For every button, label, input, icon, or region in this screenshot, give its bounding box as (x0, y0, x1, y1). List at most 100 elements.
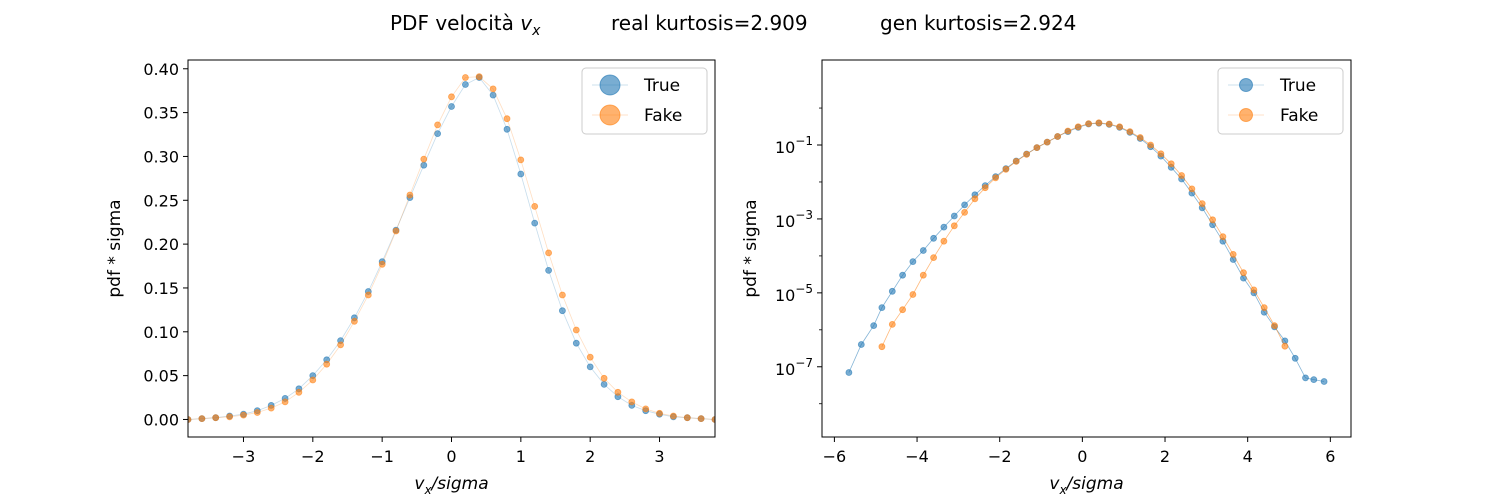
data-point-fake (899, 306, 906, 314)
title-real-kurtosis: real kurtosis=2.909 (611, 11, 808, 35)
x-tick-label: −2 (301, 447, 325, 466)
data-point-fake (378, 260, 386, 268)
data-point-fake (1064, 127, 1072, 135)
y-tick-label: 0.30 (143, 147, 179, 166)
data-point-fake (1095, 119, 1103, 127)
x-tick-label: 0 (446, 447, 456, 466)
data-point-fake (448, 93, 455, 101)
x-tick-label: −1 (370, 447, 394, 466)
data-point-fake (1147, 141, 1154, 149)
data-point-fake (267, 404, 275, 412)
data-point-fake (961, 208, 968, 216)
x-tick-label: 2 (1160, 447, 1170, 466)
y-tick-label: 0.25 (143, 191, 179, 210)
data-point-true (586, 363, 594, 371)
data-point-fake (614, 388, 622, 396)
data-point-true (940, 223, 948, 231)
data-point-fake (1085, 120, 1092, 127)
data-point-fake (971, 195, 979, 203)
x-tick-label: 3 (654, 447, 664, 466)
x-axis-label: vx/sigma (414, 474, 488, 497)
data-point-true (545, 266, 552, 274)
data-point-fake (420, 155, 428, 163)
data-point-fake (1178, 172, 1185, 179)
data-point-fake (1074, 123, 1082, 131)
data-point-fake (711, 416, 715, 423)
data-point-fake (950, 222, 958, 230)
data-point-fake (1105, 120, 1113, 128)
title-gen-kurtosis: gen kurtosis=2.924 (880, 11, 1076, 35)
data-point-fake (1136, 134, 1144, 141)
data-point-fake (642, 405, 650, 413)
data-point-fake (1167, 160, 1175, 168)
legend-label-fake: Fake (644, 106, 682, 126)
data-point-fake (350, 317, 358, 325)
data-point-true (845, 369, 853, 376)
data-point-fake (559, 291, 566, 299)
svg-text:PDF velocità vx: PDF velocità vx (390, 11, 541, 39)
data-point-true (961, 201, 968, 209)
data-point-fake (683, 414, 691, 422)
data-point-true (517, 170, 525, 178)
data-point-fake (992, 174, 999, 182)
data-point-fake (212, 414, 220, 422)
data-point-fake (909, 291, 917, 298)
data-point-fake (600, 374, 608, 382)
data-point-true (909, 258, 917, 266)
data-point-true (899, 271, 906, 279)
data-point-fake (1043, 138, 1051, 146)
data-point-fake (392, 227, 400, 235)
title-prefix: PDF velocità (390, 11, 520, 35)
x-tick-label: −3 (232, 447, 256, 466)
title-var-sub: x (531, 23, 541, 39)
data-point-true (503, 125, 511, 133)
data-point-true (857, 341, 865, 348)
data-point-true (461, 81, 469, 88)
data-point-fake (489, 85, 497, 93)
data-point-true (559, 307, 566, 315)
title-var: v (520, 11, 533, 35)
x-tick-label: 4 (1243, 447, 1253, 466)
legend-label-true: True (1279, 76, 1316, 96)
data-point-fake (888, 320, 896, 328)
legend: True Fake (581, 67, 708, 135)
data-point-fake (1271, 322, 1278, 330)
data-point-fake (919, 271, 927, 279)
y-tick-label: 0.05 (143, 367, 179, 386)
y-axis-label: pdf * sigma (741, 199, 761, 297)
legend: True Fake (1217, 67, 1344, 135)
data-point-fake (406, 191, 414, 199)
x-tick-label: 1 (516, 447, 526, 466)
y-tick-label: 0.00 (143, 410, 179, 429)
data-point-fake (461, 74, 469, 81)
data-point-fake (1002, 165, 1010, 173)
data-point-fake (1116, 123, 1123, 131)
data-point-fake (586, 353, 594, 361)
data-point-fake (309, 376, 317, 384)
y-tick-label: 0.40 (143, 60, 179, 79)
data-point-fake (878, 343, 886, 351)
data-point-true (1320, 378, 1328, 385)
y-tick-label: 0.35 (143, 104, 179, 123)
data-point-fake (1240, 269, 1247, 277)
data-point-fake (1126, 128, 1134, 136)
data-point-fake (545, 249, 552, 257)
data-point-fake (572, 326, 580, 334)
data-point-true (572, 339, 580, 347)
data-point-true (1302, 374, 1309, 382)
data-point-fake (940, 237, 948, 245)
series-line-fake (881, 122, 1286, 347)
data-point-true (878, 304, 886, 312)
y-tick-label: 10−3 (775, 208, 813, 231)
data-point-fake (517, 156, 525, 164)
y-tick-label: 0.15 (143, 279, 179, 298)
x-tick-label: 6 (1325, 447, 1335, 466)
data-point-fake (656, 409, 663, 417)
data-point-fake (1188, 185, 1196, 193)
x-tick-label: 0 (1077, 447, 1087, 466)
series-line-true (848, 122, 1325, 382)
legend-marker-fake (1239, 108, 1253, 122)
x-tick-label: 2 (585, 447, 595, 466)
data-point-fake (1198, 200, 1206, 208)
data-point-fake (188, 416, 192, 423)
